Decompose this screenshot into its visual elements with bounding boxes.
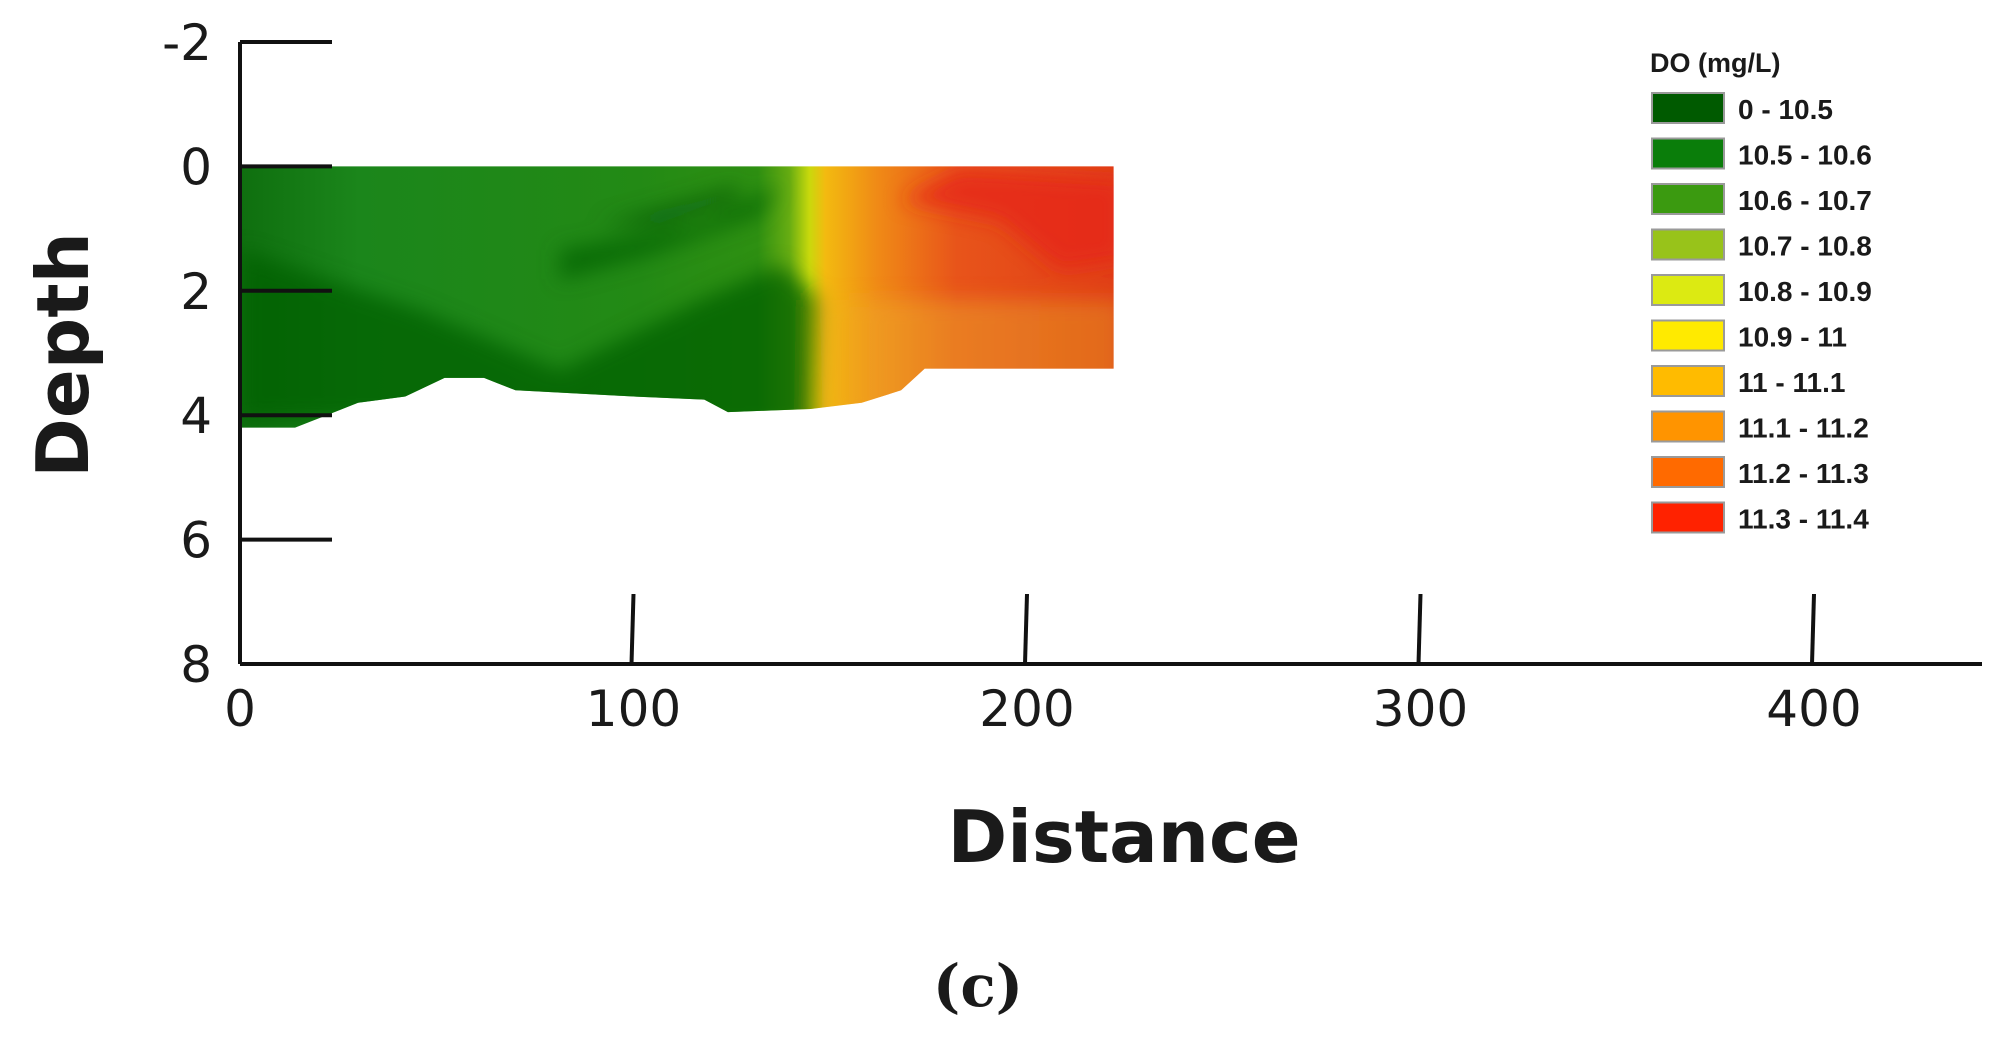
- legend-swatch: [1651, 365, 1725, 397]
- x-tick-mark: [1416, 593, 1423, 665]
- legend-entry-label: 11.3 - 11.4: [1738, 504, 1869, 535]
- x-tick-mark: [1023, 593, 1029, 665]
- legend-entry-label: 11.2 - 11.3: [1738, 458, 1869, 489]
- y-tick-label: 0: [180, 138, 212, 196]
- x-tick-label: 200: [979, 680, 1074, 738]
- y-tick-label: 4: [180, 387, 212, 445]
- legend-swatch: [1651, 137, 1725, 170]
- legend-swatch: [1651, 274, 1725, 306]
- x-tick-mark: [629, 593, 636, 665]
- legend-swatch: [1651, 319, 1725, 352]
- legend-swatch: [1651, 410, 1725, 443]
- legend-swatch: [1651, 92, 1725, 124]
- x-tick-label: 400: [1766, 680, 1861, 738]
- legend: DO (mg/L) 0 - 10.5 10.5 - 10.6 10.6 - 10.7 1…: [1650, 48, 1872, 535]
- legend-entry-label: 10.5 - 10.6: [1738, 140, 1872, 171]
- x-tick-label: 300: [1373, 680, 1468, 738]
- legend-swatch: [1651, 501, 1725, 534]
- legend-entry-label: 0 - 10.5: [1738, 94, 1833, 125]
- legend-title: DO (mg/L): [1650, 48, 1780, 78]
- y-tick-label: 6: [180, 512, 212, 570]
- panel-label: (c): [933, 952, 1023, 1020]
- y-tick-label: -2: [162, 14, 212, 72]
- y-tick-label: 2: [180, 263, 212, 321]
- y-axis-title: Depth: [21, 232, 105, 478]
- legend-entry-label: 10.8 - 10.9: [1738, 276, 1872, 307]
- x-tick-label: 0: [224, 680, 256, 738]
- x-tick-mark: [1810, 593, 1816, 665]
- legend-entry-label: 11 - 11.1: [1738, 367, 1845, 398]
- x-axis-title: Distance: [947, 795, 1300, 879]
- legend-entry-label: 11.1 - 11.2: [1738, 413, 1869, 444]
- x-tick-label: 100: [586, 680, 681, 738]
- legend-swatch: [1651, 228, 1725, 261]
- legend-swatch: [1651, 183, 1725, 215]
- y-tick-label: 8: [180, 636, 212, 694]
- do-contour-field: [240, 166, 1114, 428]
- legend-entry-label: 10.7 - 10.8: [1738, 231, 1872, 262]
- legend-entry-label: 10.6 - 10.7: [1738, 185, 1872, 216]
- legend-swatch: [1651, 456, 1725, 488]
- legend-entry-label: 10.9 - 11: [1738, 322, 1847, 353]
